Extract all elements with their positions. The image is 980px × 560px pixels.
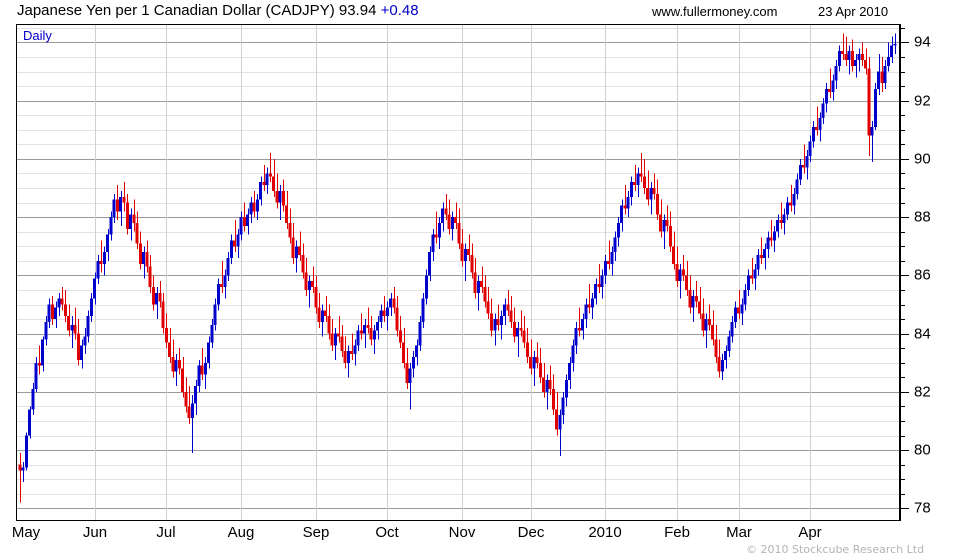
last-price: 93.94 <box>338 2 377 19</box>
x-axis-tick-label: Nov <box>448 524 476 541</box>
y-axis-major-tick <box>900 450 909 451</box>
y-axis-tick-label: 78 <box>914 499 931 517</box>
y-axis-minor-tick <box>900 144 905 145</box>
y-axis-minor-tick <box>900 305 905 306</box>
y-axis-tick-label: 88 <box>914 208 931 226</box>
price-chart-plot: Daily <box>16 24 900 521</box>
website-label: www.fullermoney.com <box>652 4 778 19</box>
interval-label: Daily <box>23 28 52 43</box>
x-axis-tick-label: 2010 <box>588 524 622 541</box>
x-axis-tick-label: May <box>11 524 41 541</box>
y-axis-tick-label: 94 <box>914 33 931 51</box>
x-axis-tick-label: Dec <box>517 524 545 541</box>
y-axis-minor-tick <box>900 232 905 233</box>
x-axis-tick-label: Oct <box>375 524 399 541</box>
y-axis-major-tick <box>900 275 909 276</box>
x-axis-tick-label: Jul <box>156 524 176 541</box>
y-axis-major-tick <box>900 101 909 102</box>
y-axis-major-tick <box>900 159 909 160</box>
y-axis-tick-label: 86 <box>914 266 931 284</box>
y-axis-major-tick <box>900 392 909 393</box>
y-axis-minor-tick <box>900 86 905 87</box>
y-axis-minor-tick <box>900 261 905 262</box>
y-axis-minor-tick <box>900 130 905 131</box>
y-axis-tick-label: 82 <box>914 383 931 401</box>
y-axis-major-tick <box>900 42 909 43</box>
y-axis-minor-tick <box>900 436 905 437</box>
y-axis-minor-tick <box>900 203 905 204</box>
y-axis-minor-tick <box>900 115 905 116</box>
x-axis-tick-label: Aug <box>227 524 255 541</box>
y-axis-tick-label: 92 <box>914 92 931 110</box>
chart-gridlines <box>17 25 899 520</box>
candlestick-series <box>18 33 897 503</box>
y-axis-minor-tick <box>900 290 905 291</box>
x-axis-tick-label: Jun <box>82 524 108 541</box>
chart-header: Japanese Yen per 1 Canadian Dollar (CADJ… <box>0 0 980 24</box>
y-axis-minor-tick <box>900 421 905 422</box>
y-axis-minor-tick <box>900 465 905 466</box>
y-axis-tick-label: 90 <box>914 150 931 168</box>
y-axis-line <box>900 24 901 521</box>
y-axis-minor-tick <box>900 348 905 349</box>
y-axis-major-tick <box>900 217 909 218</box>
y-axis-minor-tick <box>900 479 905 480</box>
y-axis-minor-tick <box>900 57 905 58</box>
y-axis-minor-tick <box>900 72 905 73</box>
y-axis-minor-tick <box>900 173 905 174</box>
y-axis-minor-tick <box>900 319 905 320</box>
y-axis-minor-tick <box>900 363 905 364</box>
copyright-notice: © 2010 Stockcube Research Ltd <box>746 543 925 556</box>
y-axis-minor-tick <box>900 494 905 495</box>
y-axis-major-tick <box>900 334 909 335</box>
x-axis: May Jun Jul Aug Sep Oct Nov Dec 2010 Feb Mar Apr <box>12 521 900 547</box>
instrument-title: Japanese Yen per 1 Canadian Dollar (CADJ… <box>17 2 335 19</box>
y-axis-minor-tick <box>900 377 905 378</box>
x-axis-tick-label: Apr <box>798 524 822 541</box>
y-axis-major-tick <box>900 508 909 509</box>
y-axis-minor-tick <box>900 246 905 247</box>
y-axis-tick-label: 84 <box>914 325 931 343</box>
x-axis-tick-label: Mar <box>726 524 752 541</box>
y-axis-minor-tick <box>900 28 905 29</box>
page-title: Japanese Yen per 1 Canadian Dollar (CADJ… <box>17 2 419 19</box>
y-axis-minor-tick <box>900 406 905 407</box>
x-axis-tick-label: Sep <box>302 524 330 541</box>
y-axis: 78 80 82 84 86 88 90 92 94 <box>900 24 980 521</box>
y-axis-tick-label: 80 <box>914 441 931 459</box>
y-axis-minor-tick <box>900 188 905 189</box>
x-axis-tick-label: Feb <box>664 524 690 541</box>
price-change: +0.48 <box>380 2 419 19</box>
as-of-date: 23 Apr 2010 <box>818 4 889 19</box>
